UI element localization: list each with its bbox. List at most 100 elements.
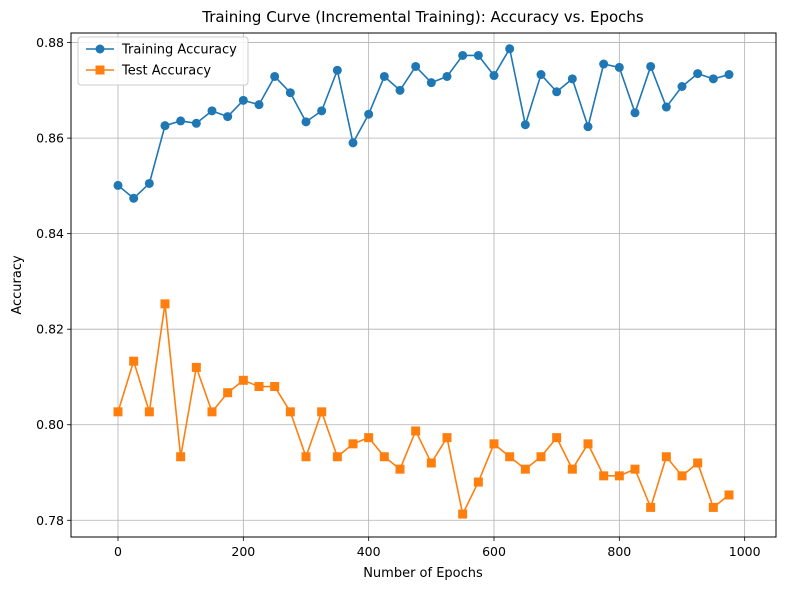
plot-area-frame — [70, 32, 777, 538]
training-accuracy-point — [207, 106, 217, 116]
test-accuracy-point — [348, 439, 358, 449]
test-accuracy-point — [630, 464, 640, 474]
test-accuracy-point — [223, 388, 233, 398]
legend-label-test: Test Accuracy — [121, 64, 211, 79]
x-tick-label: 400 — [357, 544, 381, 559]
y-tick-label: 0.78 — [36, 513, 64, 528]
y-axis-title: Accuracy — [10, 255, 25, 315]
x-tick-label: 200 — [231, 544, 255, 559]
training-accuracy-point — [176, 116, 186, 126]
training-accuracy-point — [113, 180, 123, 190]
training-accuracy-point — [144, 178, 154, 188]
legend-marker-test — [95, 65, 105, 75]
test-accuracy-point — [567, 464, 577, 474]
training-accuracy-point — [693, 69, 703, 79]
test-accuracy-point — [473, 477, 483, 487]
training-accuracy-point — [536, 70, 546, 80]
test-accuracy-point — [536, 452, 546, 462]
series-layer — [113, 44, 734, 519]
x-tick-label: 800 — [607, 544, 631, 559]
test-accuracy-point — [505, 452, 515, 462]
test-accuracy-point — [191, 362, 201, 372]
series-line-training — [117, 47, 730, 200]
training-accuracy-point — [426, 78, 436, 88]
y-tick-label: 0.84 — [36, 226, 64, 241]
x-tick-label: 1000 — [729, 544, 761, 559]
test-accuracy-point — [552, 433, 562, 443]
test-accuracy-point — [458, 509, 468, 519]
x-axis: 0 200 400 600 800 1000 — [114, 537, 761, 559]
test-accuracy-point — [520, 464, 530, 474]
training-accuracy-point — [160, 121, 170, 131]
test-accuracy-point — [285, 407, 295, 417]
legend: Training Accuracy Test Accuracy — [77, 36, 249, 86]
test-accuracy-point — [238, 375, 248, 385]
training-accuracy-point — [458, 50, 468, 60]
training-accuracy-point — [489, 71, 499, 81]
test-accuracy-point — [176, 452, 186, 462]
training-accuracy-point — [442, 71, 452, 81]
test-accuracy-point — [207, 407, 217, 417]
training-accuracy-point — [285, 88, 295, 98]
training-accuracy-point — [129, 193, 139, 203]
x-tick-label: 0 — [114, 544, 122, 559]
test-accuracy-point — [599, 471, 609, 481]
training-accuracy-point — [411, 61, 421, 71]
training-accuracy-point — [395, 85, 405, 95]
y-axis: 0.78 0.80 0.82 0.84 0.86 0.88 — [36, 35, 71, 528]
training-accuracy-point — [520, 120, 530, 130]
y-tick-label: 0.86 — [36, 131, 64, 146]
test-accuracy-point — [661, 452, 671, 462]
training-accuracy-point — [646, 61, 656, 71]
training-accuracy-point — [348, 138, 358, 148]
test-accuracy-point — [113, 407, 123, 417]
test-accuracy-point — [254, 382, 264, 392]
training-accuracy-point — [567, 74, 577, 84]
training-accuracy-point — [677, 82, 687, 92]
test-accuracy-point — [724, 490, 734, 500]
training-accuracy-point — [364, 109, 374, 119]
test-accuracy-point — [317, 407, 327, 417]
test-accuracy-point — [646, 502, 656, 512]
training-accuracy-point — [473, 50, 483, 60]
test-accuracy-point — [160, 299, 170, 309]
training-accuracy-point — [317, 106, 327, 116]
test-accuracy-point — [270, 382, 280, 392]
x-tick-label: 600 — [482, 544, 506, 559]
training-accuracy-point — [661, 102, 671, 112]
training-accuracy-point — [223, 112, 233, 122]
test-accuracy-point — [379, 452, 389, 462]
training-accuracy-point — [583, 122, 593, 132]
training-accuracy-point — [301, 117, 311, 127]
y-tick-label: 0.88 — [36, 35, 64, 50]
training-accuracy-point — [332, 65, 342, 75]
training-accuracy-point — [630, 108, 640, 118]
training-accuracy-point — [708, 74, 718, 84]
test-accuracy-point — [708, 502, 718, 512]
chart-title: Training Curve (Incremental Training): A… — [201, 8, 644, 26]
legend-box — [77, 36, 249, 86]
test-accuracy-point — [144, 407, 154, 417]
test-accuracy-point — [489, 439, 499, 449]
y-tick-label: 0.82 — [36, 322, 64, 337]
training-accuracy-point — [599, 59, 609, 69]
y-tick-label: 0.80 — [36, 417, 64, 432]
test-accuracy-point — [442, 433, 452, 443]
training-accuracy-point — [254, 100, 264, 110]
legend-label-training: Training Accuracy — [121, 43, 237, 58]
training-accuracy-point — [505, 44, 515, 54]
test-accuracy-point — [693, 458, 703, 468]
training-accuracy-point — [724, 70, 734, 80]
training-accuracy-point — [614, 62, 624, 72]
training-accuracy-point — [270, 71, 280, 81]
training-accuracy-point — [238, 95, 248, 105]
test-accuracy-point — [129, 356, 139, 366]
test-accuracy-point — [583, 439, 593, 449]
test-accuracy-point — [426, 458, 436, 468]
series-line-test — [117, 303, 730, 515]
test-accuracy-point — [332, 452, 342, 462]
training-accuracy-point — [552, 87, 562, 97]
test-accuracy-point — [364, 433, 374, 443]
